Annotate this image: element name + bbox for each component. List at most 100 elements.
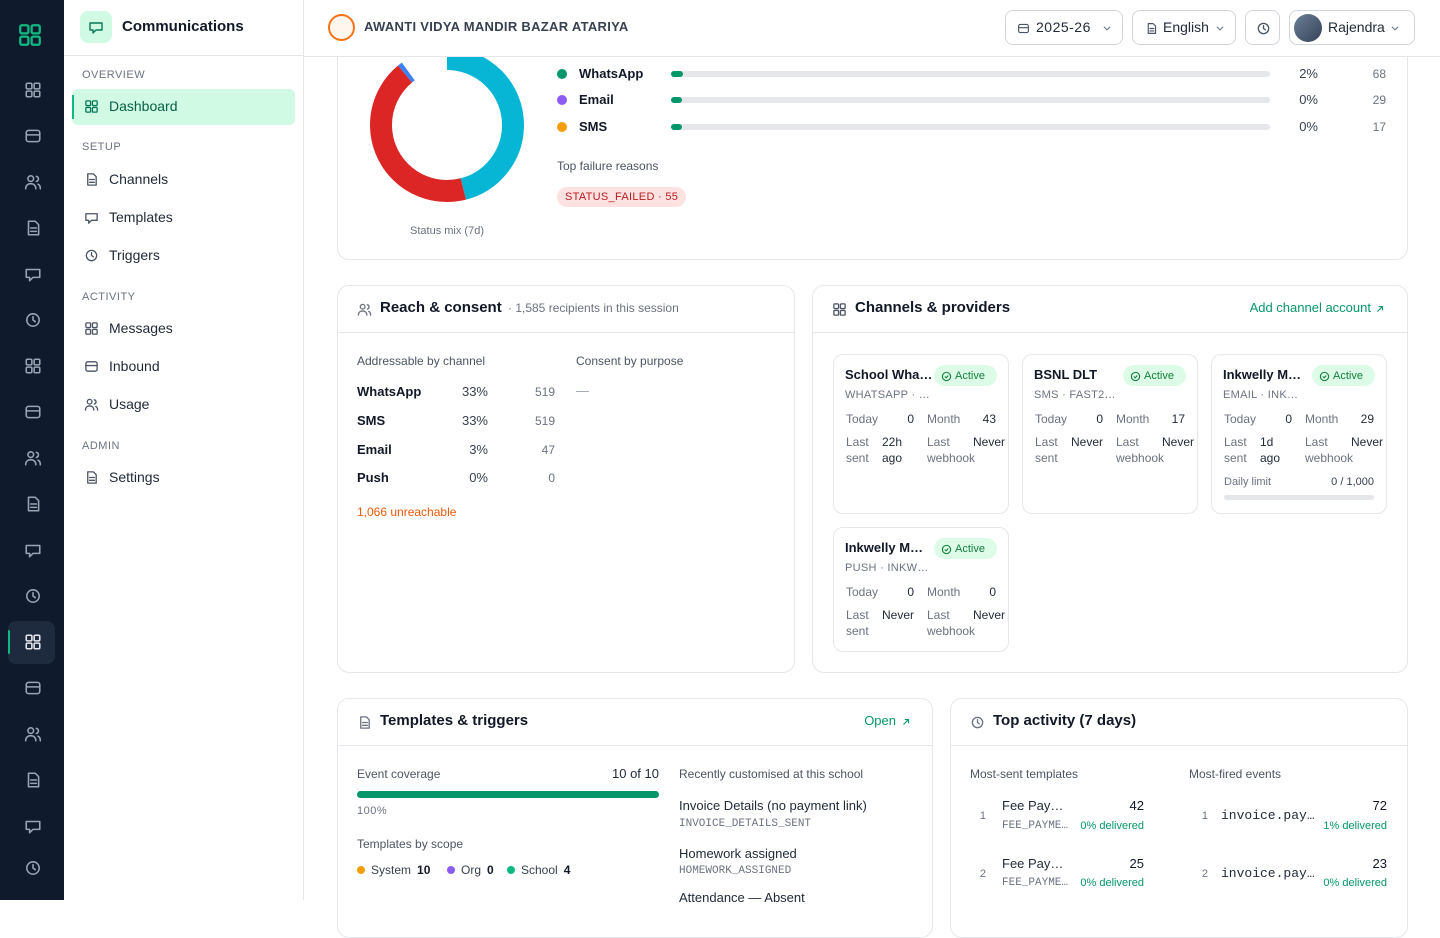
nav-item[interactable]: Inbound xyxy=(109,358,160,374)
channel-name: WhatsApp xyxy=(579,66,644,81)
stat-label: Last webhook xyxy=(927,435,976,465)
channel-count: 29 xyxy=(1372,93,1386,107)
reach-channel: WhatsApp xyxy=(357,384,422,399)
stat-label: Last sent xyxy=(1224,435,1247,465)
scope-count: 10 xyxy=(417,863,431,877)
nav-icon xyxy=(84,212,98,224)
icon-part xyxy=(30,35,41,46)
reach-card xyxy=(337,285,795,673)
rail-icon xyxy=(25,129,41,143)
icon-part xyxy=(359,303,366,310)
reach-count: 519 xyxy=(534,414,555,428)
nav-item[interactable]: Dashboard xyxy=(109,98,178,114)
limit-track xyxy=(1224,495,1374,500)
channel-bar xyxy=(671,71,683,77)
chevron xyxy=(1216,26,1224,31)
stat-value: Never xyxy=(1161,435,1194,449)
status-badge xyxy=(934,538,997,559)
rail-icon xyxy=(24,175,42,190)
rail-icon xyxy=(26,589,40,603)
icon-part xyxy=(91,106,98,113)
icon-part xyxy=(24,451,42,466)
rail-icon xyxy=(25,405,41,419)
nav-item[interactable]: Channels xyxy=(109,171,169,187)
rank: 1 xyxy=(979,810,986,822)
icon-part xyxy=(359,715,370,729)
rank: 2 xyxy=(979,867,986,880)
icon-part xyxy=(903,718,910,725)
rail-icon xyxy=(27,772,40,788)
stat-label: Today xyxy=(846,585,879,599)
icon-part xyxy=(25,681,41,695)
event-count: 72 xyxy=(1372,798,1387,813)
template-delivered: 0% delivered xyxy=(1080,820,1144,832)
consent-title: Consent by purpose xyxy=(576,354,684,368)
section-icon-bg xyxy=(80,11,112,43)
arrow-icon xyxy=(903,718,910,725)
activity-divider xyxy=(951,745,1407,746)
providers-title: Channels & providers xyxy=(855,299,1011,316)
channel-bar xyxy=(671,124,682,130)
scope-dot xyxy=(447,866,455,874)
icon-part xyxy=(1257,22,1269,34)
donut-segment xyxy=(370,48,524,202)
icon-part xyxy=(27,772,40,788)
stat-value: 22h ago xyxy=(882,435,903,465)
sidebar xyxy=(64,0,304,900)
templates-divider xyxy=(338,745,932,746)
icon-part xyxy=(25,82,33,90)
status-icon xyxy=(941,544,951,554)
status-badge xyxy=(934,365,997,386)
icon-part xyxy=(84,212,98,224)
channel-count: 17 xyxy=(1372,120,1386,134)
coverage-count: 10 of 10 xyxy=(612,766,659,781)
icon-part xyxy=(941,544,951,554)
icon-part xyxy=(84,321,91,328)
reach-count: 519 xyxy=(534,385,555,399)
templates-title: Templates & triggers xyxy=(380,712,529,729)
icon-part xyxy=(27,451,35,459)
provider-subtitle: SMS · FAST2… xyxy=(1034,389,1116,401)
stat-value: Never xyxy=(1350,435,1383,449)
templates-open[interactable]: Open xyxy=(864,713,896,728)
templates-card xyxy=(337,698,933,938)
template-count: 25 xyxy=(1129,856,1144,871)
icon-part xyxy=(26,589,40,603)
event-name: invoice.pay… xyxy=(1221,865,1315,881)
stat-label: Month xyxy=(1305,412,1339,426)
nav-item[interactable]: Triggers xyxy=(109,247,160,263)
icon-part xyxy=(84,398,98,411)
provider-subtitle: WHATSAPP · … xyxy=(845,389,931,401)
stat-label: Month xyxy=(1116,412,1150,426)
icon-part xyxy=(86,398,93,405)
section-title: Communications xyxy=(122,18,244,35)
rail-icon xyxy=(25,681,41,695)
stat-value: 0 xyxy=(907,412,914,426)
nav-item[interactable]: Templates xyxy=(109,209,173,225)
icon-part xyxy=(24,727,42,742)
status-text: Active xyxy=(1144,370,1174,382)
icon-part xyxy=(27,220,40,236)
coverage-label: 100% xyxy=(357,805,388,817)
icon-part xyxy=(32,591,37,599)
channel-name: SMS xyxy=(579,119,608,134)
nav-item[interactable]: Settings xyxy=(109,469,160,485)
event-delivered: 0% delivered xyxy=(1323,877,1387,889)
nav-icon xyxy=(84,321,98,335)
stat-value: 0 xyxy=(989,585,996,599)
icon-part xyxy=(25,405,41,419)
rail-icon xyxy=(24,727,42,742)
stat-label: Last sent xyxy=(1035,435,1058,465)
language-icon xyxy=(1147,22,1156,34)
nav-item[interactable]: Messages xyxy=(109,320,173,336)
reach-subtitle: · 1,585 recipients in this session xyxy=(508,301,679,315)
stat-value: Never xyxy=(1071,435,1104,449)
nav-item[interactable]: Usage xyxy=(109,396,150,412)
rail-icon xyxy=(25,82,41,98)
status-icon xyxy=(1130,371,1140,381)
recent-title: Recently customised at this school xyxy=(679,767,864,781)
add-channel-link[interactable]: Add channel account xyxy=(1249,300,1371,315)
nav-group-label: ACTIVITY xyxy=(82,291,136,303)
school-logo xyxy=(328,14,355,41)
